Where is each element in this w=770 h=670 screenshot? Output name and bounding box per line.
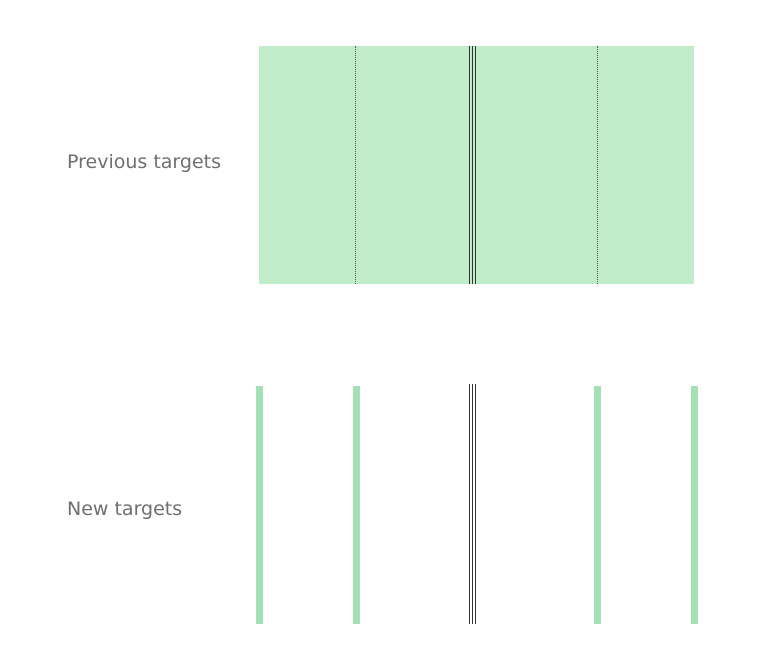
- new-target-bar: [691, 386, 698, 624]
- new-target-bar: [594, 386, 601, 624]
- previous-target-region: [259, 46, 694, 284]
- new-center-marker: [469, 384, 476, 624]
- new-targets-label: New targets: [67, 498, 183, 520]
- dotted-divider-right: [597, 46, 598, 284]
- new-target-bar: [353, 386, 360, 624]
- dotted-divider-left: [355, 46, 356, 284]
- center-marker: [469, 46, 476, 284]
- previous-targets-label: Previous targets: [67, 151, 222, 173]
- new-target-bar: [256, 386, 263, 624]
